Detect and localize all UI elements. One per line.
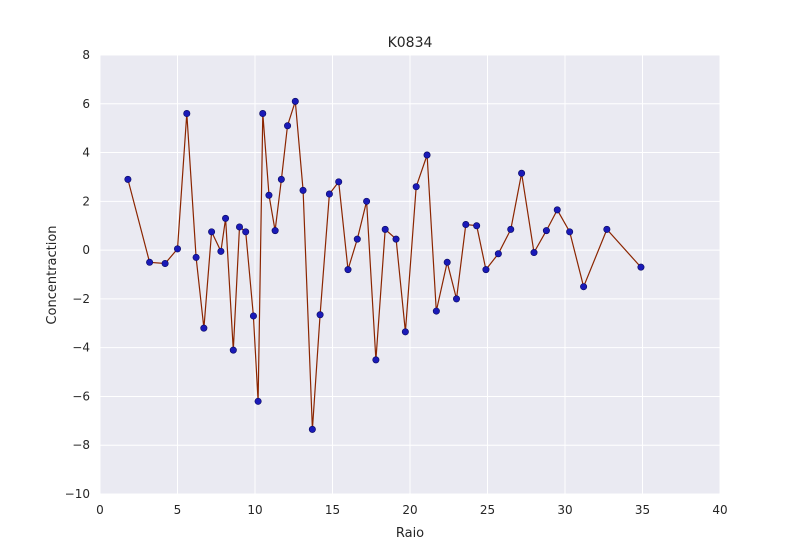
- y-tick-label: −6: [72, 389, 90, 403]
- tick-labels: 0 5 10 15 20 25 30 35 40 −10 −8 −6 −4 −2 0 2 4 6 8: [65, 48, 728, 517]
- y-tick-label: 8: [82, 48, 90, 62]
- data-point: [412, 183, 420, 191]
- data-point: [363, 197, 371, 205]
- data-point: [401, 328, 409, 336]
- data-point: [432, 307, 440, 315]
- data-point: [372, 356, 380, 364]
- data-point: [530, 249, 538, 257]
- data-point: [277, 175, 285, 183]
- data-point: [566, 228, 574, 236]
- data-point: [603, 225, 611, 233]
- y-tick-label: 2: [82, 194, 90, 208]
- data-point: [381, 225, 389, 233]
- data-point: [254, 397, 262, 405]
- data-point: [316, 311, 324, 319]
- x-tick-label: 20: [402, 503, 417, 517]
- data-point: [249, 312, 257, 320]
- x-tick-label: 35: [635, 503, 650, 517]
- x-axis-label: Raio: [396, 526, 424, 541]
- data-point: [392, 235, 400, 243]
- y-tick-label: −10: [65, 487, 90, 501]
- data-point: [452, 295, 460, 303]
- chart-title: K0834: [388, 35, 433, 51]
- data-point: [335, 178, 343, 186]
- data-point: [518, 169, 526, 177]
- data-point: [124, 175, 132, 183]
- data-point: [284, 122, 292, 130]
- x-tick-label: 10: [247, 503, 262, 517]
- data-point: [473, 222, 481, 230]
- data-point: [208, 228, 216, 236]
- data-point: [174, 245, 182, 253]
- data-point: [353, 235, 361, 243]
- data-points: [124, 97, 645, 433]
- data-point: [161, 260, 169, 268]
- data-point: [325, 190, 333, 198]
- grid: [99, 54, 721, 495]
- y-tick-label: −2: [72, 292, 90, 306]
- y-tick-label: 6: [82, 97, 90, 111]
- data-point: [192, 253, 200, 261]
- data-point: [217, 247, 225, 255]
- x-tick-label: 15: [325, 503, 340, 517]
- data-point: [423, 151, 431, 159]
- data-point: [580, 283, 588, 291]
- y-axis-label: Concentraction: [45, 225, 60, 324]
- data-point: [637, 263, 645, 271]
- data-point: [146, 258, 154, 266]
- data-point: [200, 324, 208, 332]
- data-point: [344, 266, 352, 274]
- data-point: [494, 250, 502, 258]
- x-tick-label: 25: [480, 503, 495, 517]
- data-point: [299, 186, 307, 194]
- data-point: [271, 227, 279, 235]
- x-tick-label: 40: [712, 503, 727, 517]
- y-tick-label: 4: [82, 146, 90, 160]
- x-tick-label: 30: [557, 503, 572, 517]
- data-point: [222, 214, 230, 222]
- data-point: [291, 97, 299, 105]
- data-point: [183, 110, 191, 118]
- data-point: [229, 346, 237, 354]
- y-tick-label: −8: [72, 438, 90, 452]
- x-tick-label: 0: [96, 503, 104, 517]
- y-tick-label: 0: [82, 243, 90, 257]
- x-tick-label: 5: [174, 503, 182, 517]
- data-point: [242, 228, 250, 236]
- data-point: [507, 225, 515, 233]
- data-point: [265, 191, 273, 199]
- data-point: [443, 258, 451, 266]
- y-tick-label: −4: [72, 341, 90, 355]
- data-point: [259, 110, 267, 118]
- data-point: [542, 227, 550, 235]
- data-point: [553, 206, 561, 214]
- data-point: [236, 223, 244, 231]
- data-point: [482, 266, 490, 274]
- data-point: [462, 221, 470, 229]
- data-point: [308, 425, 316, 433]
